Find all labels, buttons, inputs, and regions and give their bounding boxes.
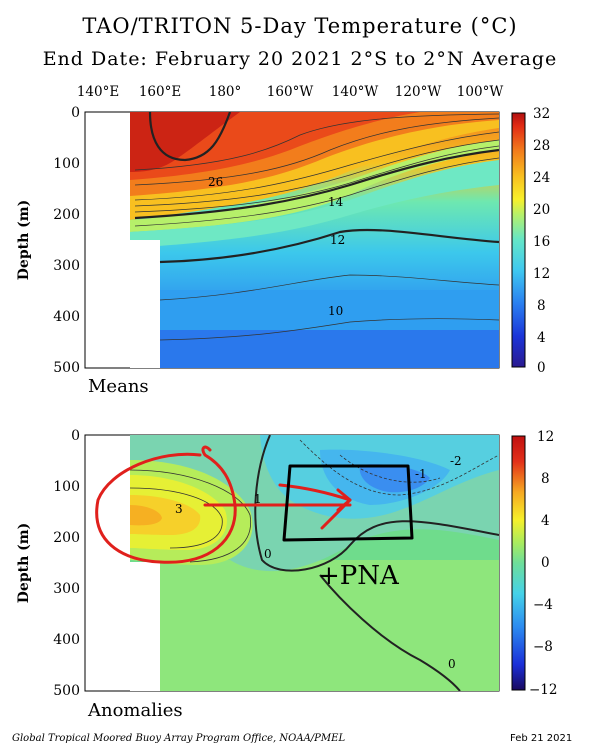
footer-credit: Global Tropical Moored Buoy Array Progra… xyxy=(12,733,346,744)
svg-text:140°W: 140°W xyxy=(332,84,379,100)
svg-text:100°W: 100°W xyxy=(457,84,504,100)
contour-label: 14 xyxy=(328,195,344,209)
means-panel: 26 14 12 10 xyxy=(84,111,500,369)
svg-text:180°: 180° xyxy=(209,84,242,100)
svg-text:160°W: 160°W xyxy=(267,84,314,100)
svg-text:140°E: 140°E xyxy=(77,84,119,100)
svg-text:500: 500 xyxy=(53,360,80,376)
means-y-axis: 0 100 200 300 400 500 xyxy=(53,105,80,376)
chart-title: TAO/TRITON 5-Day Temperature (°C) xyxy=(82,14,518,38)
means-colorbar: 32 28 24 20 16 12 8 4 0 xyxy=(511,106,550,376)
contour-label: 12 xyxy=(330,233,345,247)
contour-label: -2 xyxy=(450,454,462,468)
svg-text:8: 8 xyxy=(537,298,546,314)
chart-subtitle: End Date: February 20 2021 2°S to 2°N Av… xyxy=(42,48,558,70)
svg-text:100: 100 xyxy=(53,156,80,172)
svg-text:20: 20 xyxy=(533,202,550,218)
svg-text:12: 12 xyxy=(537,429,554,445)
anomalies-colorbar: 12 8 4 0 −4 −8 −12 xyxy=(511,429,558,698)
svg-text:200: 200 xyxy=(53,207,80,223)
means-panel-label: Means xyxy=(88,376,149,397)
svg-text:−4: −4 xyxy=(533,597,553,613)
contour-label: 3 xyxy=(175,502,183,516)
svg-text:120°W: 120°W xyxy=(395,84,442,100)
svg-text:32: 32 xyxy=(533,106,550,122)
means-ylabel: Depth (m) xyxy=(16,200,32,280)
svg-text:400: 400 xyxy=(53,309,80,325)
black-annotation-box xyxy=(282,464,414,542)
anomalies-panel: 3 1 0 -1 -2 0 xyxy=(84,434,500,692)
footer-date: Feb 21 2021 xyxy=(510,733,573,744)
svg-text:400: 400 xyxy=(53,632,80,648)
svg-text:100: 100 xyxy=(53,479,80,495)
svg-text:200: 200 xyxy=(53,530,80,546)
handwritten-label: +PNA xyxy=(318,561,400,591)
anomalies-panel-label: Anomalies xyxy=(87,700,183,721)
svg-text:4: 4 xyxy=(541,513,550,529)
svg-text:16: 16 xyxy=(533,234,550,250)
svg-text:4: 4 xyxy=(537,330,546,346)
red-annotation xyxy=(95,445,352,564)
contour-label: 1 xyxy=(254,492,262,506)
means-x-axis: 140°E 160°E 180° 160°W 140°W 120°W 100°W xyxy=(77,84,504,100)
contour-label: 0 xyxy=(448,657,456,671)
svg-text:500: 500 xyxy=(53,683,80,699)
anomalies-y-axis: 0 100 200 300 400 500 xyxy=(53,428,80,699)
svg-text:300: 300 xyxy=(53,258,80,274)
contour-label: 10 xyxy=(328,304,343,318)
svg-text:8: 8 xyxy=(541,471,550,487)
anomalies-ylabel: Depth (m) xyxy=(16,523,32,603)
contour-label: 0 xyxy=(264,547,272,561)
svg-text:0: 0 xyxy=(537,360,546,376)
svg-text:24: 24 xyxy=(533,170,550,186)
svg-text:0: 0 xyxy=(71,105,80,121)
svg-text:28: 28 xyxy=(533,138,550,154)
contour-label: -1 xyxy=(415,467,427,481)
svg-text:−8: −8 xyxy=(533,639,553,655)
svg-text:−12: −12 xyxy=(529,682,558,698)
svg-text:0: 0 xyxy=(71,428,80,444)
svg-text:160°E: 160°E xyxy=(139,84,181,100)
contour-label: 26 xyxy=(208,175,223,189)
svg-text:0: 0 xyxy=(541,555,550,571)
svg-text:12: 12 xyxy=(533,266,550,282)
svg-text:300: 300 xyxy=(53,581,80,597)
